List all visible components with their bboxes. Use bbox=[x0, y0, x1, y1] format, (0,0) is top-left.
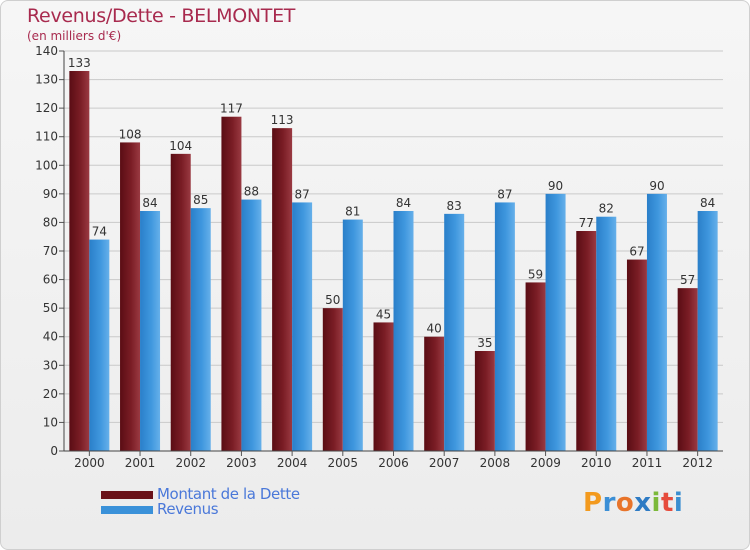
bars-layer bbox=[69, 71, 718, 451]
bar-dette bbox=[626, 259, 647, 451]
bar-dette bbox=[424, 336, 445, 451]
data-label-revenus: 84 bbox=[142, 196, 157, 210]
bar-dette bbox=[120, 142, 141, 451]
x-tick-label: 2000 bbox=[74, 456, 105, 470]
bar-dette bbox=[525, 282, 546, 451]
y-tick-label: 130 bbox=[35, 73, 58, 87]
bar-revenus bbox=[241, 199, 262, 451]
y-tick-label: 40 bbox=[43, 330, 58, 344]
y-tick-label: 20 bbox=[43, 387, 58, 401]
y-tick-label: 90 bbox=[43, 187, 58, 201]
logo-letter: P bbox=[583, 488, 603, 518]
x-tick-label: 2012 bbox=[682, 456, 713, 470]
data-label-revenus: 74 bbox=[92, 225, 107, 239]
bar-dette bbox=[221, 116, 242, 451]
logo-letter: o bbox=[615, 488, 635, 518]
data-label-dette: 108 bbox=[119, 127, 142, 141]
data-label-revenus: 82 bbox=[599, 202, 614, 216]
data-label-dette: 50 bbox=[325, 293, 340, 307]
x-tick-label: 2002 bbox=[175, 456, 206, 470]
data-label-revenus: 90 bbox=[649, 179, 664, 193]
logo-letter: r bbox=[602, 488, 616, 518]
y-tick-label: 70 bbox=[43, 244, 58, 258]
data-label-dette: 77 bbox=[579, 216, 594, 230]
legend-label-revenus: Revenus bbox=[157, 500, 219, 518]
data-label-revenus: 84 bbox=[396, 196, 411, 210]
logo-letter: t bbox=[660, 488, 674, 518]
y-tick-label: 10 bbox=[43, 415, 58, 429]
bar-revenus bbox=[393, 211, 414, 451]
data-label-dette: 117 bbox=[220, 102, 243, 116]
y-tick-label: 100 bbox=[35, 158, 58, 172]
bar-revenus bbox=[444, 213, 465, 451]
y-tick-label: 0 bbox=[50, 444, 58, 458]
bar-revenus bbox=[697, 211, 718, 451]
logo-letter: x bbox=[634, 488, 652, 518]
bar-dette bbox=[677, 288, 698, 451]
axis-layer: 0 10 20 30 40 50 60 70 80 90 100 110 120 130 140 2000 20… bbox=[35, 44, 723, 470]
bar-dette bbox=[69, 71, 90, 451]
bar-revenus bbox=[596, 216, 617, 451]
bar-revenus bbox=[292, 202, 313, 451]
chart-title: Revenus/Dette - BELMONTET bbox=[27, 5, 296, 27]
x-tick-label: 2007 bbox=[429, 456, 460, 470]
proxiti-logo: Proxiti bbox=[583, 488, 683, 518]
x-tick-label: 2001 bbox=[125, 456, 156, 470]
labels-layer: 133 74 108 84 104 85 117 88 113 87 50 81 45 84 40 83 35 8… bbox=[68, 56, 715, 350]
logo-letter: i bbox=[651, 488, 661, 518]
data-label-revenus: 81 bbox=[345, 205, 360, 219]
data-label-revenus: 88 bbox=[244, 185, 259, 199]
legend-swatch-revenus bbox=[101, 506, 153, 514]
data-label-dette: 57 bbox=[680, 273, 695, 287]
bar-dette bbox=[474, 351, 495, 451]
data-label-dette: 133 bbox=[68, 56, 91, 70]
data-label-revenus: 90 bbox=[548, 179, 563, 193]
data-label-dette: 45 bbox=[376, 307, 391, 321]
bar-revenus bbox=[89, 239, 110, 451]
data-label-revenus: 87 bbox=[497, 187, 512, 201]
y-tick-label: 110 bbox=[35, 130, 58, 144]
bar-dette bbox=[322, 308, 343, 451]
data-label-revenus: 87 bbox=[294, 187, 309, 201]
data-label-revenus: 83 bbox=[447, 199, 462, 213]
y-tick-label: 60 bbox=[43, 273, 58, 287]
data-label-dette: 59 bbox=[528, 267, 543, 281]
data-label-revenus: 85 bbox=[193, 193, 208, 207]
bar-dette bbox=[272, 128, 293, 451]
bar-revenus bbox=[140, 211, 161, 451]
y-tick-label: 140 bbox=[35, 44, 58, 58]
y-tick-label: 120 bbox=[35, 101, 58, 115]
bar-revenus bbox=[342, 219, 363, 451]
x-tick-label: 2003 bbox=[226, 456, 257, 470]
data-label-dette: 113 bbox=[271, 113, 294, 127]
x-tick-label: 2005 bbox=[328, 456, 359, 470]
x-tick-label: 2008 bbox=[480, 456, 511, 470]
chart-subtitle: (en milliers d'€) bbox=[27, 29, 122, 43]
x-tick-label: 2006 bbox=[378, 456, 409, 470]
x-tick-label: 2011 bbox=[632, 456, 663, 470]
bar-revenus bbox=[494, 202, 515, 451]
x-tick-label: 2009 bbox=[530, 456, 561, 470]
data-label-revenus: 84 bbox=[700, 196, 715, 210]
x-tick-label: 2004 bbox=[277, 456, 308, 470]
legend-label-dette: Montant de la Dette bbox=[157, 485, 300, 503]
bar-dette bbox=[373, 322, 394, 451]
bar-dette bbox=[170, 153, 191, 451]
data-label-dette: 35 bbox=[477, 336, 492, 350]
y-tick-label: 30 bbox=[43, 358, 58, 372]
bar-revenus bbox=[545, 193, 566, 451]
data-label-dette: 40 bbox=[427, 322, 442, 336]
bar-revenus bbox=[190, 208, 211, 451]
x-tick-label: 2010 bbox=[581, 456, 612, 470]
data-label-dette: 67 bbox=[629, 245, 644, 259]
y-tick-label: 50 bbox=[43, 301, 58, 315]
y-tick-label: 80 bbox=[43, 215, 58, 229]
logo-letter: i bbox=[673, 488, 684, 518]
legend-swatch-dette bbox=[101, 491, 153, 499]
data-label-dette: 104 bbox=[169, 139, 192, 153]
bar-revenus bbox=[646, 193, 667, 451]
bar-dette bbox=[576, 231, 597, 451]
